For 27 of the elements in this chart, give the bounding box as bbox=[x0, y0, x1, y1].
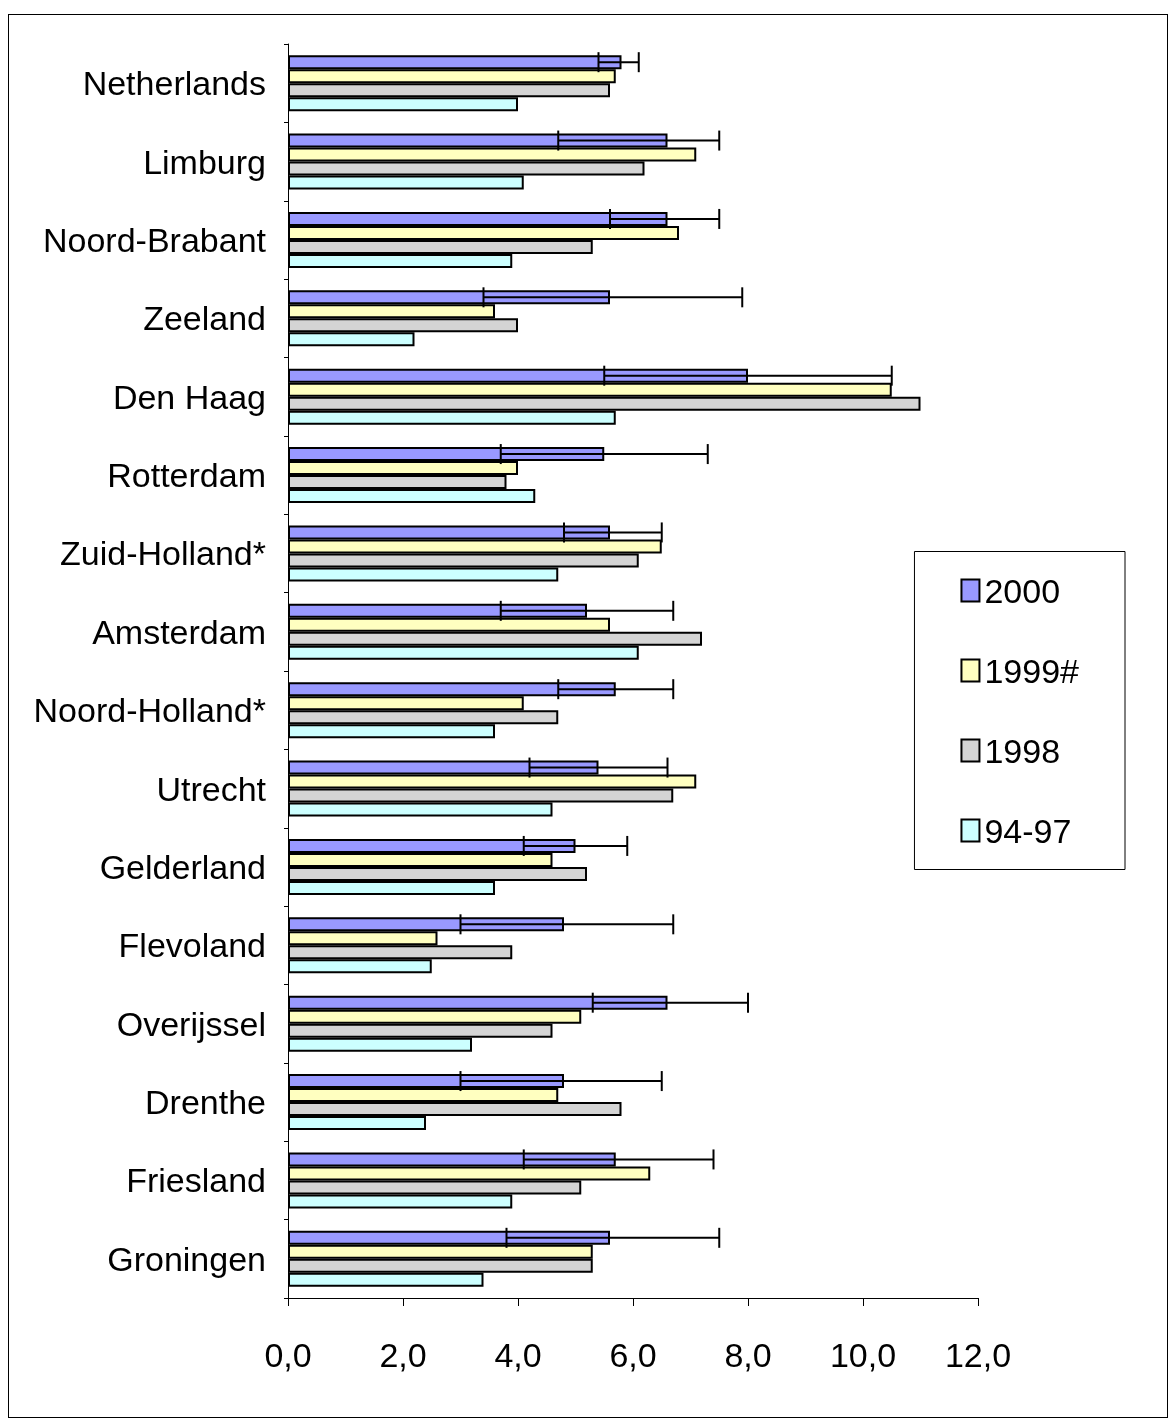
y-tick-label: Friesland bbox=[126, 1161, 266, 1200]
legend-label: 2000 bbox=[984, 571, 1061, 610]
y-tick-label: Zeeland bbox=[143, 299, 266, 338]
x-tick-label: 10,0 bbox=[829, 1336, 897, 1374]
legend-label: 1998 bbox=[984, 731, 1061, 770]
y-tick-label: Zuid-Holland* bbox=[60, 534, 266, 573]
y-tick-label: Noord-Holland* bbox=[33, 691, 266, 730]
y-tick-label: Groningen bbox=[107, 1239, 266, 1278]
y-tick-label: Amsterdam bbox=[92, 612, 266, 651]
y-tick-label: Den Haag bbox=[112, 377, 266, 416]
y-tick-label: Utrecht bbox=[156, 769, 267, 808]
legend-label: 94-97 bbox=[984, 811, 1072, 850]
y-tick-label: Netherlands bbox=[82, 64, 266, 103]
x-tick-label: 6,0 bbox=[609, 1336, 657, 1374]
x-tick-label: 12,0 bbox=[944, 1336, 1012, 1374]
y-tick-label: Drenthe bbox=[145, 1083, 266, 1122]
y-tick-label: Flevoland bbox=[118, 926, 266, 965]
y-tick-label: Rotterdam bbox=[107, 456, 266, 495]
x-tick-label: 4,0 bbox=[494, 1336, 542, 1374]
y-tick-label: Gelderland bbox=[99, 847, 266, 886]
x-tick-label: 2,0 bbox=[379, 1336, 427, 1374]
x-tick-label: 8,0 bbox=[724, 1336, 772, 1374]
legend-label: 1999# bbox=[984, 651, 1080, 690]
y-tick-label: Noord-Brabant bbox=[42, 220, 267, 259]
x-tick-label: 0,0 bbox=[264, 1336, 312, 1374]
y-tick-label: Overijssel bbox=[116, 1004, 266, 1043]
y-tick-label: Limburg bbox=[143, 142, 266, 181]
